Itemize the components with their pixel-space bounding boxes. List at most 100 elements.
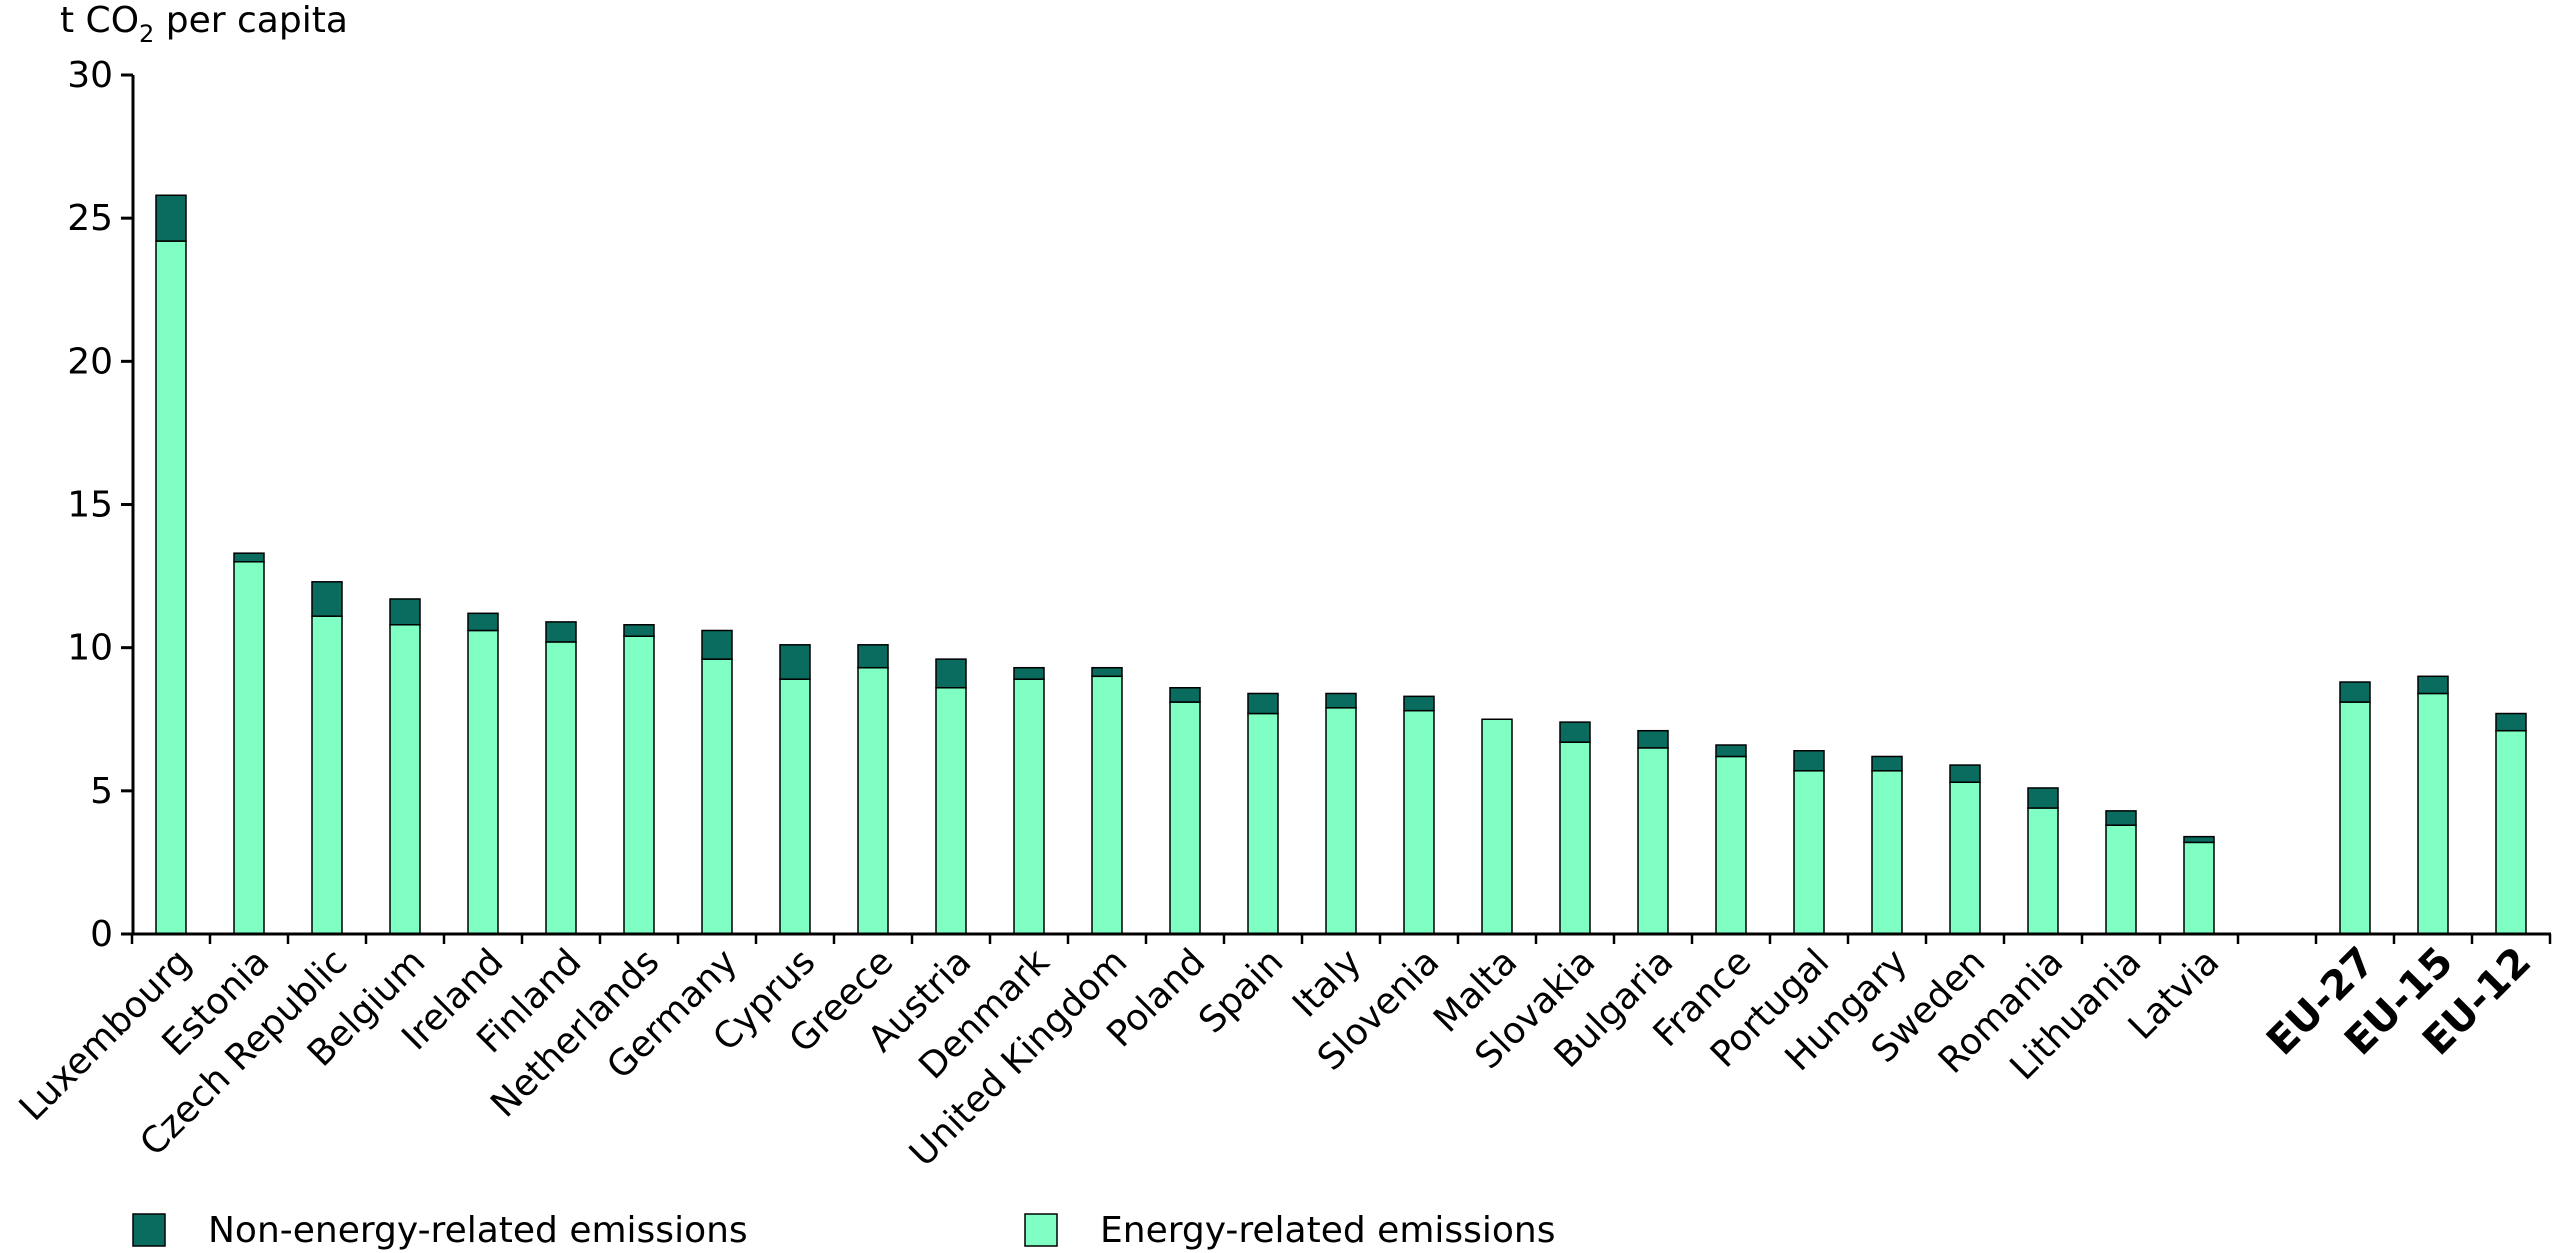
legend-label: Energy-related emissions: [1100, 1210, 1556, 1251]
bar-non-energy: [2417, 675, 2449, 695]
legend-swatch: [132, 1213, 166, 1247]
bar-group: [467, 612, 499, 935]
bar-energy: [233, 561, 265, 935]
bar-group: [545, 621, 577, 935]
bar-energy: [545, 641, 577, 935]
y-tick-label: 30: [67, 55, 113, 96]
bar-non-energy: [467, 612, 499, 632]
bar-energy: [155, 240, 187, 935]
y-axis-title-prefix: t CO: [60, 0, 139, 41]
bar-non-energy: [2027, 787, 2059, 809]
bar-energy: [1013, 678, 1045, 935]
bar-group: [1013, 666, 1045, 935]
bar-energy: [857, 666, 889, 935]
bar-energy: [1091, 675, 1123, 935]
y-axis: 0 5 10 15 20 25 30: [67, 55, 135, 955]
bar-group: [623, 624, 655, 935]
bar-group: [1403, 695, 1435, 935]
bar-non-energy: [2105, 810, 2137, 826]
bar-group: [2495, 712, 2527, 935]
bar-non-energy: [1949, 764, 1981, 783]
bar-group: [1715, 744, 1747, 935]
bar-non-energy: [545, 621, 577, 643]
bar-group: [2417, 675, 2449, 935]
bar-energy: [2339, 701, 2371, 935]
bar-group: [1559, 721, 1591, 935]
bar-non-energy: [623, 624, 655, 637]
bar-non-energy: [311, 581, 343, 617]
bar-group: [1871, 755, 1903, 935]
y-tick-label: 0: [90, 914, 113, 955]
bar-group: [857, 644, 889, 935]
bar-energy: [1715, 755, 1747, 935]
bar-non-energy: [1169, 687, 1201, 703]
y-axis-title-suffix: per capita: [154, 0, 348, 41]
bar-group: [155, 194, 187, 935]
bar-group: [935, 658, 967, 935]
bar-non-energy: [2183, 835, 2215, 844]
bar-group: [701, 629, 733, 935]
bar-non-energy: [155, 194, 187, 242]
bar-non-energy: [1091, 666, 1123, 678]
bar-non-energy: [1013, 666, 1045, 680]
bar-energy: [1481, 718, 1513, 935]
bar-non-energy: [1559, 721, 1591, 743]
bar-group: [311, 581, 343, 935]
bar-non-energy: [1793, 749, 1825, 772]
legend-label: Non-energy-related emissions: [208, 1210, 748, 1251]
y-axis-title: t CO2 per capita: [60, 0, 348, 48]
bar-energy: [701, 658, 733, 935]
bar-energy: [935, 687, 967, 935]
bar-non-energy: [1715, 744, 1747, 758]
bar-non-energy: [1247, 692, 1279, 715]
bar-non-energy: [2495, 712, 2527, 732]
bar-non-energy: [1403, 695, 1435, 712]
bar-energy: [1169, 701, 1201, 935]
bar-energy: [779, 678, 811, 935]
bar-non-energy: [857, 644, 889, 669]
bar-non-energy: [1637, 729, 1669, 749]
bar-energy: [467, 629, 499, 935]
bar-group: [1949, 764, 1981, 935]
bar-group: [1169, 687, 1201, 935]
bar-energy: [2027, 807, 2059, 935]
bar-non-energy: [1871, 755, 1903, 772]
bar-energy: [311, 615, 343, 935]
bar-energy: [389, 624, 421, 935]
bar-group: [779, 644, 811, 935]
legend-swatch: [1024, 1213, 1058, 1247]
bar-energy: [1793, 770, 1825, 935]
y-tick-label: 5: [90, 771, 113, 812]
bar-energy: [1637, 747, 1669, 935]
bar-group: [1091, 666, 1123, 935]
bar-energy: [623, 635, 655, 935]
bar-group: [1793, 749, 1825, 935]
bar-energy: [1403, 709, 1435, 935]
bar-group: [2027, 787, 2059, 935]
bar-group: [1637, 729, 1669, 935]
bar-energy: [1325, 707, 1357, 935]
bar-non-energy: [389, 598, 421, 626]
bar-energy: [2183, 841, 2215, 935]
bar-group: [1325, 692, 1357, 935]
legend: Non-energy-related emissions Energy-relat…: [132, 1210, 1556, 1251]
y-tick-label: 25: [67, 198, 113, 239]
bar-energy: [2105, 824, 2137, 935]
x-tick-label: Latvia: [2121, 941, 2227, 1047]
y-tick-label: 20: [67, 341, 113, 382]
bar-group: [1481, 718, 1513, 935]
bar-energy: [2417, 692, 2449, 935]
y-axis-title-subscript: 2: [139, 20, 154, 48]
y-tick-label: 15: [67, 485, 113, 526]
bar-group: [2105, 810, 2137, 935]
bar-non-energy: [233, 552, 265, 563]
bar-energy: [1871, 770, 1903, 935]
bar-group: [1247, 692, 1279, 935]
bar-energy: [2495, 729, 2527, 935]
bar-non-energy: [701, 629, 733, 660]
x-tick-label: Spain: [1191, 941, 1291, 1041]
bar-non-energy: [1325, 692, 1357, 709]
bar-non-energy: [779, 644, 811, 680]
